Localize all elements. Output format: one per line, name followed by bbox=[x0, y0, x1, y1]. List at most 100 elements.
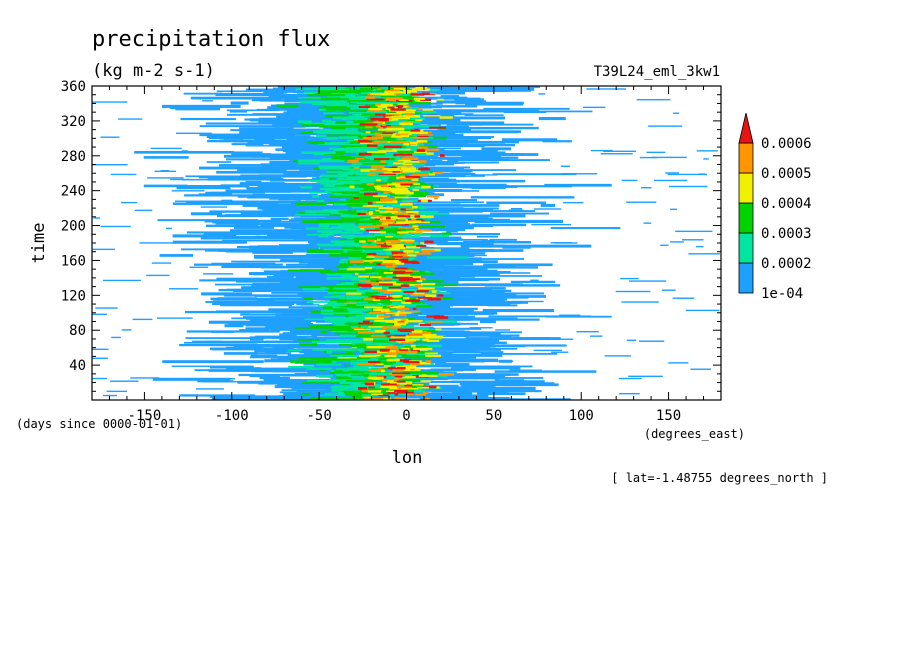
precip-cell bbox=[417, 160, 427, 163]
precip-cell bbox=[626, 339, 637, 342]
precip-cell bbox=[408, 145, 437, 148]
precip-cell bbox=[237, 195, 319, 198]
precip-cell bbox=[350, 101, 361, 103]
precip-cell bbox=[249, 345, 328, 348]
precip-cell bbox=[253, 272, 333, 276]
precip-cell bbox=[306, 301, 337, 303]
precip-cell bbox=[401, 167, 417, 171]
precip-cell bbox=[317, 92, 332, 96]
precip-cell bbox=[330, 240, 372, 243]
precip-cell bbox=[358, 223, 387, 226]
precip-cell bbox=[372, 89, 380, 92]
precip-cell bbox=[421, 283, 436, 286]
precip-cell bbox=[402, 278, 420, 281]
precip-cell bbox=[291, 205, 388, 207]
precip-cell bbox=[398, 359, 412, 362]
precip-cell bbox=[272, 278, 347, 282]
precip-cell bbox=[333, 324, 342, 327]
precip-cell bbox=[394, 93, 401, 95]
precip-cell bbox=[672, 112, 680, 114]
precip-cell bbox=[324, 122, 348, 126]
precip-cell bbox=[383, 172, 402, 174]
precip-cell bbox=[302, 382, 340, 384]
precip-cell bbox=[239, 182, 285, 185]
precip-cell bbox=[189, 266, 209, 268]
precip-cell bbox=[201, 292, 252, 296]
precip-cell bbox=[202, 100, 214, 102]
precip-cell bbox=[402, 169, 416, 173]
precip-cell bbox=[436, 98, 444, 101]
x-tick-label: 150 bbox=[656, 408, 681, 424]
precip-cell bbox=[639, 156, 658, 159]
precip-cell bbox=[386, 390, 484, 392]
precip-cell bbox=[296, 88, 336, 90]
precip-cell bbox=[386, 352, 397, 355]
precip-cell bbox=[388, 107, 420, 109]
precip-cell bbox=[381, 311, 407, 314]
precip-cell bbox=[237, 380, 341, 384]
precip-cell bbox=[471, 223, 527, 227]
precip-cell bbox=[371, 310, 474, 313]
precip-cell bbox=[337, 224, 357, 227]
precip-cell bbox=[404, 241, 414, 244]
precip-cell bbox=[192, 340, 221, 343]
precip-cell bbox=[347, 203, 365, 207]
precip-cell bbox=[415, 393, 427, 396]
precip-cell bbox=[340, 145, 369, 148]
x-tick-label: 50 bbox=[485, 408, 502, 424]
precip-cell bbox=[247, 141, 293, 144]
precip-cell bbox=[309, 324, 332, 328]
precip-cell bbox=[396, 382, 408, 385]
y-tick-label: 80 bbox=[69, 323, 86, 339]
precip-cell bbox=[355, 314, 379, 317]
precip-cell bbox=[362, 162, 388, 165]
precip-cell bbox=[393, 232, 404, 236]
precip-cell bbox=[393, 276, 409, 279]
precip-cell bbox=[378, 368, 384, 370]
precip-cell bbox=[388, 224, 406, 226]
precip-cell bbox=[276, 104, 364, 107]
precip-cell bbox=[430, 368, 476, 371]
colorbar-label: 0.0002 bbox=[761, 256, 812, 272]
precip-cell bbox=[391, 135, 403, 138]
precip-cell bbox=[198, 176, 281, 179]
precip-cell bbox=[147, 177, 184, 179]
precip-cell bbox=[400, 330, 411, 333]
precip-cell bbox=[449, 386, 536, 391]
precip-cell bbox=[333, 370, 343, 373]
precip-cell bbox=[415, 215, 434, 218]
precip-cell bbox=[121, 201, 138, 204]
y-tick-label: 120 bbox=[61, 288, 86, 304]
precip-cell bbox=[360, 120, 374, 123]
precip-cell bbox=[397, 150, 416, 154]
precip-cell bbox=[308, 286, 353, 289]
precip-cell bbox=[402, 114, 420, 118]
precip-cell bbox=[698, 173, 706, 175]
precip-cell bbox=[329, 372, 349, 374]
precip-cell bbox=[413, 151, 428, 154]
precip-cell bbox=[420, 242, 425, 245]
precip-cell bbox=[356, 157, 380, 160]
precip-cell bbox=[375, 397, 392, 400]
precip-cell bbox=[252, 282, 266, 285]
precip-cell bbox=[367, 390, 382, 393]
axis-ticks: -150 -100 -50 0 50 100 150 40 80 120 160 200 240 280 3… bbox=[61, 79, 721, 424]
precip-cell bbox=[326, 303, 347, 306]
precip-cell bbox=[378, 177, 403, 181]
precip-cell bbox=[221, 266, 292, 269]
precip-cell bbox=[410, 142, 418, 145]
x-tick-label: -50 bbox=[306, 408, 331, 424]
precip-cell bbox=[361, 285, 373, 288]
precip-cell bbox=[422, 397, 431, 400]
precip-cell bbox=[323, 112, 344, 115]
precip-cell bbox=[402, 254, 417, 257]
precip-cell bbox=[403, 391, 428, 394]
precip-cell bbox=[621, 301, 659, 303]
precip-cell bbox=[375, 296, 394, 300]
precip-cell bbox=[403, 351, 418, 354]
precip-cell bbox=[408, 220, 513, 222]
precip-cell bbox=[347, 330, 369, 332]
precip-cell bbox=[298, 183, 321, 186]
precip-cell bbox=[362, 396, 371, 399]
precip-cell bbox=[296, 390, 361, 394]
